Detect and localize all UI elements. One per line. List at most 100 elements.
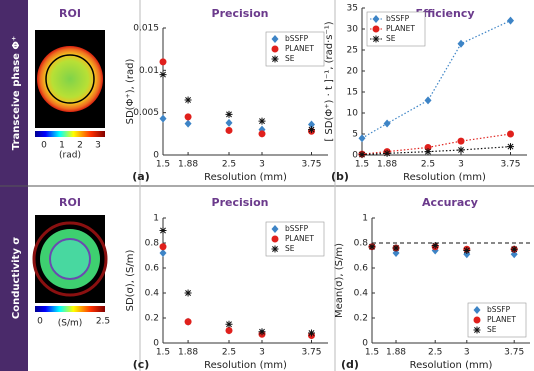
marker-circle [474,317,481,324]
x-axis-label: Resolution (mm) [204,172,287,183]
y-axis-label: SD(σ), (S/m) [125,250,136,312]
marker-circle [226,127,233,134]
x-tick-label: 1.5 [156,348,170,358]
x-tick-label: 3 [458,160,464,170]
marker-star [185,96,192,103]
colorbar-unit: (S/m) [58,319,83,329]
x-tick-label: 2.5 [222,160,236,170]
marker-circle [272,46,279,53]
y-tick-label: 0.8 [354,239,369,249]
x-tick-label: 1.88 [178,160,198,170]
marker-star [511,246,518,253]
x-axis-label: Resolution (mm) [410,360,493,371]
colorbar-label: 2.5 [96,317,110,327]
marker-star [369,243,376,250]
legend-label: SE [285,244,295,253]
y-tick-label: 1 [153,214,159,224]
x-tick-label: 3 [259,160,265,170]
marker-diamond [384,120,391,128]
x-tick-label: 3.75 [301,160,321,170]
marker-star [259,328,266,335]
marker-star [384,150,391,157]
y-tick-label: 0.4 [145,289,160,299]
colorbar-label: 2 [77,141,83,151]
x-tick-label: 3 [259,348,265,358]
x-tick-label: 3.75 [301,348,321,358]
marker-circle [507,131,514,138]
y-tick-label: 5 [352,130,358,140]
marker-circle [226,327,233,334]
marker-star [425,148,432,155]
colorbar-label: 3 [95,141,101,151]
legend-label: bSSFP [285,224,309,233]
marker-star [458,146,465,153]
roi-title: ROI [59,196,81,209]
marker-circle [160,243,167,250]
roi-disc [37,46,103,112]
y-tick-label: 0.4 [354,289,369,299]
marker-circle [185,318,192,325]
row-label: Conductivity σ [11,237,22,319]
legend-label: SE [386,34,396,43]
x-tick-label: 1.5 [365,348,379,358]
x-tick-label: 2.5 [222,348,236,358]
marker-star [474,327,481,334]
y-tick-label: 0.8 [145,239,160,249]
marker-diamond [226,119,233,127]
marker-circle [458,138,465,145]
colorbar-label: 1 [59,141,65,151]
marker-star [160,227,167,234]
marker-star [507,143,514,150]
marker-star [226,111,233,118]
roi-title: ROI [59,7,81,20]
marker-circle [259,130,266,137]
x-tick-label: 2.5 [421,160,435,170]
y-axis-label: Mean(σ), (S/m) [334,243,345,318]
marker-circle [160,58,167,65]
legend-label: PLANET [487,315,516,324]
legend-label: PLANET [386,24,415,33]
x-tick-label: 1.88 [178,348,198,358]
y-axis-label: SD(Φ⁺), (rad) [125,59,136,125]
y-tick-label: 0.2 [354,314,368,324]
marker-star [185,290,192,297]
marker-star [463,247,470,254]
legend-label: bSSFP [386,14,410,23]
panel-label: (a) [132,170,149,183]
legend-label: bSSFP [285,34,309,43]
y-tick-label: 0.6 [354,264,369,274]
y-tick-label: 0.005 [133,108,159,118]
chart-title: Accuracy [422,196,478,209]
marker-circle [373,26,380,33]
colorbar-label: 0 [37,317,43,327]
chart-title: Precision [212,196,269,209]
y-tick-label: 30 [347,25,359,35]
legend-label: SE [487,325,497,334]
chart-title: Precision [212,7,269,20]
marker-star [272,56,279,63]
marker-circle [272,236,279,243]
colorbar-label: 0 [41,141,47,151]
y-tick-label: 15 [347,88,358,98]
marker-star [432,242,439,249]
x-tick-label: 3.75 [500,160,520,170]
marker-star [359,151,366,158]
roi-outline [50,239,90,279]
y-tick-label: 25 [347,46,358,56]
y-tick-label: 1 [362,214,368,224]
legend-label: PLANET [285,234,314,243]
marker-star [308,330,315,337]
legend-label: PLANET [285,44,314,53]
marker-star [308,126,315,133]
y-tick-label: 0.015 [133,24,159,34]
marker-diamond [185,120,192,128]
colorbar-unit: (rad) [59,151,81,161]
marker-diamond [160,115,167,123]
marker-star [393,245,400,252]
marker-star [226,321,233,328]
panel-label: (d) [341,358,359,371]
y-tick-label: 0.6 [145,264,160,274]
marker-circle [185,113,192,120]
colorbar [35,131,105,137]
legend-label: bSSFP [487,305,511,314]
